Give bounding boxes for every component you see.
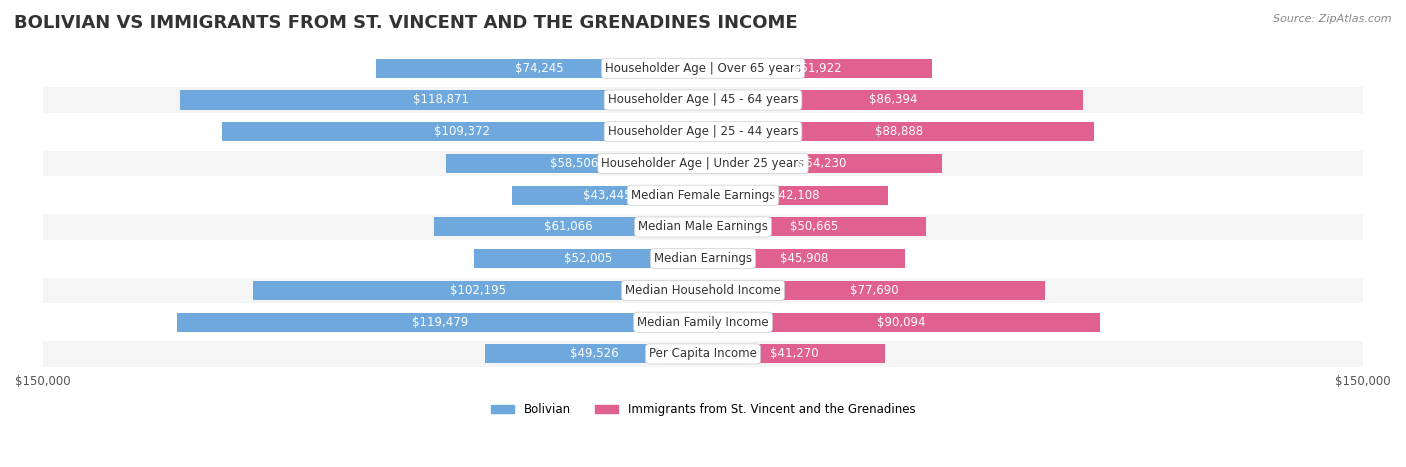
Text: $88,888: $88,888 [875,125,922,138]
Text: $49,526: $49,526 [569,347,619,361]
Bar [703,154,942,173]
FancyBboxPatch shape [42,183,1364,208]
FancyBboxPatch shape [42,151,1364,176]
Bar [703,122,1094,141]
Text: $86,394: $86,394 [869,93,917,106]
Text: $90,094: $90,094 [877,316,925,329]
Bar [177,313,703,332]
Text: $119,479: $119,479 [412,316,468,329]
FancyBboxPatch shape [42,87,1364,113]
Text: $42,108: $42,108 [772,189,820,202]
FancyBboxPatch shape [42,119,1364,144]
Text: Per Capita Income: Per Capita Income [650,347,756,361]
Bar [434,218,703,236]
Bar [703,281,1045,300]
Bar [703,91,1083,109]
Text: $61,066: $61,066 [544,220,593,234]
Text: $77,690: $77,690 [849,284,898,297]
Text: BOLIVIAN VS IMMIGRANTS FROM ST. VINCENT AND THE GRENADINES INCOME: BOLIVIAN VS IMMIGRANTS FROM ST. VINCENT … [14,14,797,32]
Bar [703,59,932,78]
Text: $58,506: $58,506 [550,157,599,170]
Bar [485,345,703,363]
Bar [703,249,905,268]
Text: $45,908: $45,908 [780,252,828,265]
Text: $54,230: $54,230 [799,157,846,170]
Text: Householder Age | 25 - 44 years: Householder Age | 25 - 44 years [607,125,799,138]
Text: Source: ZipAtlas.com: Source: ZipAtlas.com [1274,14,1392,24]
FancyBboxPatch shape [42,214,1364,240]
Text: Householder Age | 45 - 64 years: Householder Age | 45 - 64 years [607,93,799,106]
Text: $41,270: $41,270 [769,347,818,361]
Text: $109,372: $109,372 [434,125,491,138]
Bar [703,313,1099,332]
FancyBboxPatch shape [42,341,1364,367]
Text: $51,922: $51,922 [793,62,842,75]
Bar [253,281,703,300]
Bar [703,345,884,363]
FancyBboxPatch shape [42,246,1364,271]
FancyBboxPatch shape [42,56,1364,81]
Text: Median Female Earnings: Median Female Earnings [631,189,775,202]
Bar [446,154,703,173]
Text: $52,005: $52,005 [564,252,613,265]
Text: Median Household Income: Median Household Income [626,284,780,297]
Bar [512,186,703,205]
FancyBboxPatch shape [42,278,1364,303]
Bar [180,91,703,109]
Text: Median Family Income: Median Family Income [637,316,769,329]
Text: Householder Age | Under 25 years: Householder Age | Under 25 years [602,157,804,170]
FancyBboxPatch shape [42,310,1364,335]
Bar [703,218,927,236]
Legend: Bolivian, Immigrants from St. Vincent and the Grenadines: Bolivian, Immigrants from St. Vincent an… [486,399,920,421]
Bar [474,249,703,268]
Text: Median Earnings: Median Earnings [654,252,752,265]
Text: Householder Age | Over 65 years: Householder Age | Over 65 years [605,62,801,75]
Bar [377,59,703,78]
Text: $74,245: $74,245 [516,62,564,75]
Bar [703,186,889,205]
Bar [222,122,703,141]
Text: $50,665: $50,665 [790,220,839,234]
Text: $102,195: $102,195 [450,284,506,297]
Text: $43,445: $43,445 [583,189,631,202]
Text: $118,871: $118,871 [413,93,470,106]
Text: Median Male Earnings: Median Male Earnings [638,220,768,234]
